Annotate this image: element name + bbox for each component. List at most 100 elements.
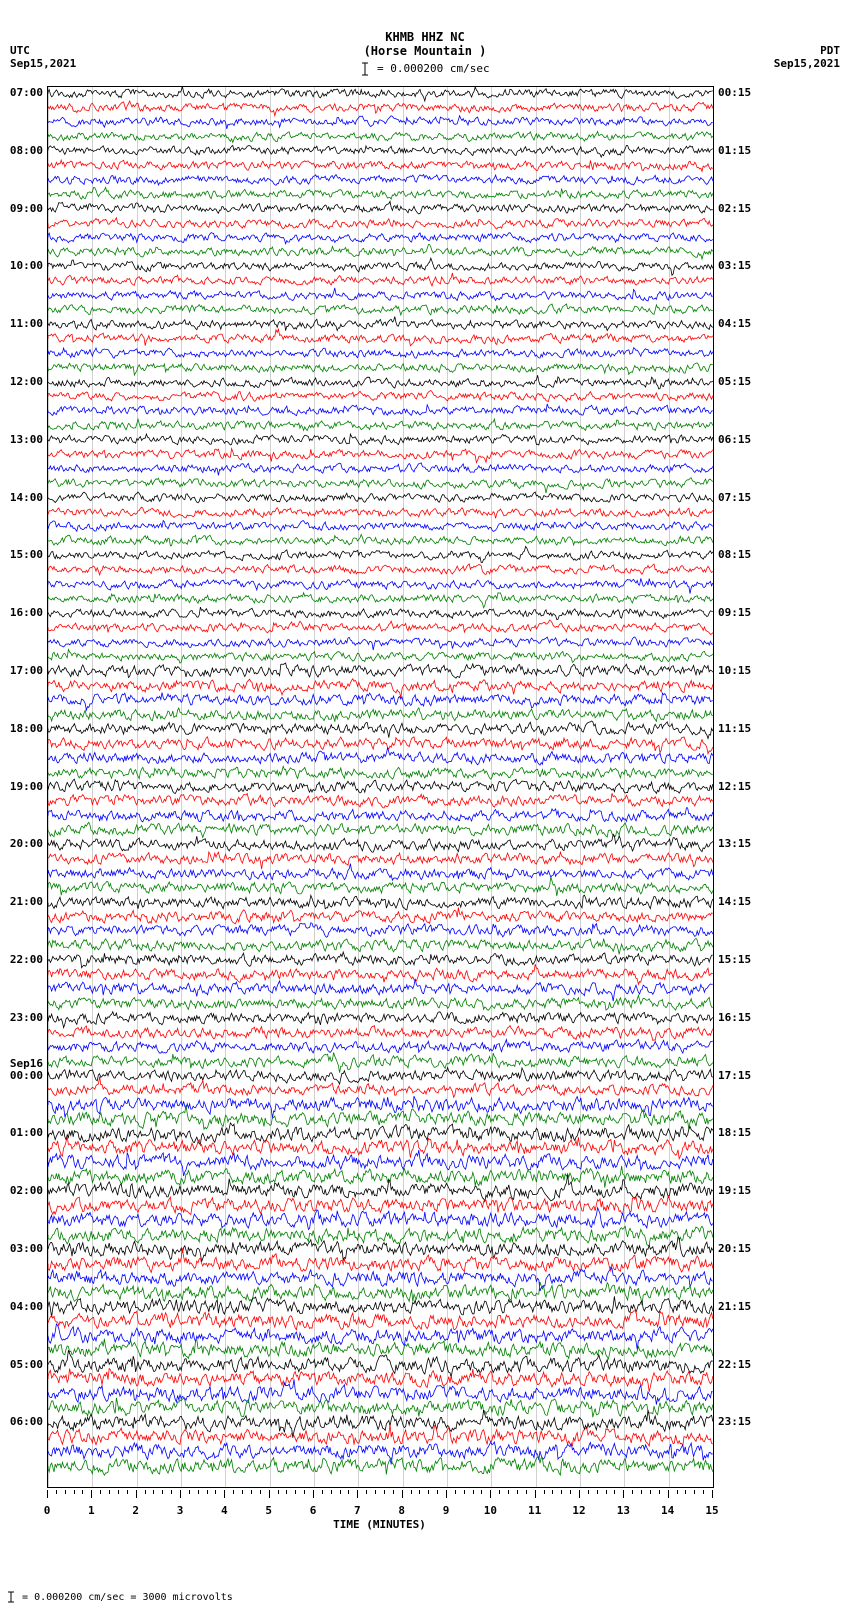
right-hour-label: 07:15 [718, 491, 751, 504]
xtick-minor [153, 1490, 154, 1494]
xtick-minor [544, 1490, 545, 1494]
left-hour-label: 08:00 [0, 144, 43, 157]
xtick-minor [685, 1490, 686, 1494]
xtick-minor [641, 1490, 642, 1494]
right-hour-label: 11:15 [718, 722, 751, 735]
xtick-label: 13 [617, 1504, 630, 1517]
xtick-minor [464, 1490, 465, 1494]
left-hour-label: 17:00 [0, 664, 43, 677]
xtick-minor [242, 1490, 243, 1494]
xtick-minor [650, 1490, 651, 1494]
left-hour-label: 18:00 [0, 722, 43, 735]
xtick-major [490, 1490, 491, 1498]
xtick-minor [659, 1490, 660, 1494]
xtick-major [136, 1490, 137, 1498]
xtick-minor [570, 1490, 571, 1494]
left-hour-label: 16:00 [0, 606, 43, 619]
xtick-minor [162, 1490, 163, 1494]
xtick-label: 9 [443, 1504, 450, 1517]
left-hour-label: 21:00 [0, 895, 43, 908]
xtick-label: 7 [354, 1504, 361, 1517]
gridline [713, 87, 714, 1487]
left-hour-label: 12:00 [0, 375, 43, 388]
xtick-minor [233, 1490, 234, 1494]
xtick-major [446, 1490, 447, 1498]
right-hour-labels: 00:1501:1502:1503:1504:1505:1506:1507:15… [716, 86, 766, 1486]
xtick-minor [366, 1490, 367, 1494]
xtick-minor [419, 1490, 420, 1494]
tz-right: PDT [774, 44, 840, 57]
xtick-minor [198, 1490, 199, 1494]
xtick-minor [375, 1490, 376, 1494]
right-hour-label: 04:15 [718, 317, 751, 330]
xtick-minor [295, 1490, 296, 1494]
xtick-label: 10 [484, 1504, 497, 1517]
left-hour-label: 04:00 [0, 1300, 43, 1313]
right-hour-label: 03:15 [718, 259, 751, 272]
xtick-major [712, 1490, 713, 1498]
xtick-minor [614, 1490, 615, 1494]
station-location: (Horse Mountain ) [0, 44, 850, 58]
xtick-minor [109, 1490, 110, 1494]
xtick-major [180, 1490, 181, 1498]
right-hour-label: 14:15 [718, 895, 751, 908]
right-hour-label: 02:15 [718, 202, 751, 215]
xtick-label: 15 [705, 1504, 718, 1517]
right-hour-label: 23:15 [718, 1415, 751, 1428]
xtick-minor [526, 1490, 527, 1494]
left-hour-labels: 07:0008:0009:0010:0011:0012:0013:0014:00… [0, 86, 45, 1486]
xtick-minor [597, 1490, 598, 1494]
left-hour-label: 19:00 [0, 780, 43, 793]
right-hour-label: 16:15 [718, 1011, 751, 1024]
xtick-minor [207, 1490, 208, 1494]
xtick-minor [561, 1490, 562, 1494]
xtick-label: 1 [88, 1504, 95, 1517]
xtick-minor [331, 1490, 332, 1494]
left-hour-label: 23:00 [0, 1011, 43, 1024]
x-axis: TIME (MINUTES) 0123456789101112131415 [47, 1490, 712, 1530]
tz-left: UTC [10, 44, 76, 57]
x-axis-label: TIME (MINUTES) [47, 1518, 712, 1531]
xtick-minor [508, 1490, 509, 1494]
xtick-minor [260, 1490, 261, 1494]
xtick-minor [384, 1490, 385, 1494]
xtick-minor [171, 1490, 172, 1494]
xtick-major [91, 1490, 92, 1498]
date-left: Sep15,2021 [10, 57, 76, 70]
xtick-minor [127, 1490, 128, 1494]
right-hour-label: 08:15 [718, 548, 751, 561]
left-hour-label: 03:00 [0, 1242, 43, 1255]
left-hour-label: 22:00 [0, 953, 43, 966]
xtick-major [623, 1490, 624, 1498]
right-hour-label: 19:15 [718, 1184, 751, 1197]
xtick-minor [100, 1490, 101, 1494]
xtick-minor [251, 1490, 252, 1494]
xtick-label: 3 [177, 1504, 184, 1517]
date-right: Sep15,2021 [774, 57, 840, 70]
trace-row [48, 1448, 713, 1484]
xtick-major [47, 1490, 48, 1498]
right-hour-label: 05:15 [718, 375, 751, 388]
xtick-minor [499, 1490, 500, 1494]
xtick-minor [304, 1490, 305, 1494]
xtick-label: 0 [44, 1504, 51, 1517]
xtick-major [269, 1490, 270, 1498]
xtick-minor [322, 1490, 323, 1494]
left-hour-label: 02:00 [0, 1184, 43, 1197]
right-hour-label: 22:15 [718, 1358, 751, 1371]
xtick-minor [632, 1490, 633, 1494]
xtick-minor [694, 1490, 695, 1494]
left-hour-label: 11:00 [0, 317, 43, 330]
xtick-minor [56, 1490, 57, 1494]
xtick-minor [703, 1490, 704, 1494]
xtick-major [668, 1490, 669, 1498]
seismogram-container: UTC Sep15,2021 PDT Sep15,2021 KHMB HHZ N… [0, 0, 850, 1613]
xtick-label: 5 [265, 1504, 272, 1517]
tz-date-right: PDT Sep15,2021 [774, 44, 840, 70]
left-hour-label: 10:00 [0, 259, 43, 272]
right-hour-label: 00:15 [718, 86, 751, 99]
xtick-minor [552, 1490, 553, 1494]
xtick-minor [145, 1490, 146, 1494]
xtick-minor [606, 1490, 607, 1494]
right-hour-label: 01:15 [718, 144, 751, 157]
